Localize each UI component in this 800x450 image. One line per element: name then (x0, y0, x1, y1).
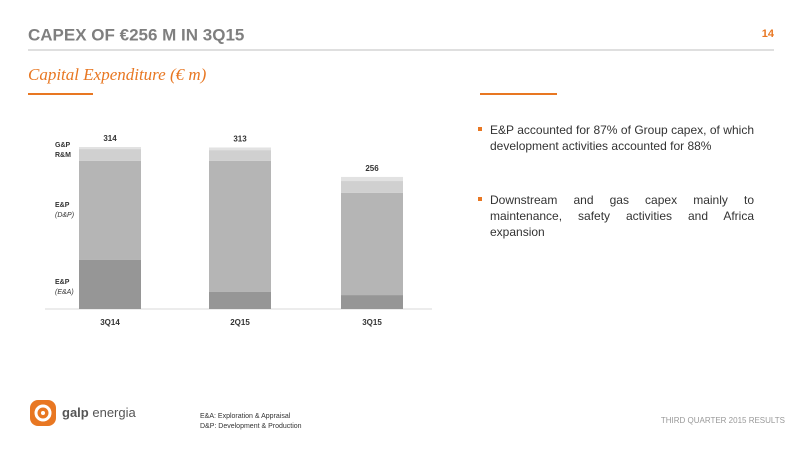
bar-segment (79, 259, 141, 309)
bar-segment (341, 295, 403, 309)
bar-segment (341, 192, 403, 296)
legend-label: G&P (55, 142, 71, 149)
total-label: 314 (103, 134, 117, 143)
bullet: Downstream and gas capex mainly to maint… (478, 192, 754, 240)
brand-name: energia (92, 405, 136, 420)
bar-segment (341, 176, 403, 182)
page-number: 14 (762, 28, 775, 40)
bar-segment (79, 149, 141, 161)
bar-segment (209, 150, 271, 161)
brand: galp energia (62, 405, 136, 420)
total-label: 313 (233, 135, 247, 144)
bar-segment (79, 147, 141, 150)
brand-bold: galp (62, 405, 89, 420)
bar-segment (79, 160, 141, 260)
bar-segment (209, 291, 271, 309)
bar-segment (209, 147, 271, 151)
footnote: E&A: Exploration & Appraisal (200, 413, 291, 420)
legend-label: E&P (55, 279, 70, 286)
legend-label: R&M (55, 152, 71, 159)
logo (30, 400, 56, 426)
x-tick-label: 3Q15 (362, 318, 382, 327)
bar-segment (341, 181, 403, 193)
bullet: E&P accounted for 87% of Group capex, of… (478, 122, 754, 154)
legend-detail: (D&P) (55, 212, 74, 219)
legend-detail: (E&A) (55, 289, 74, 296)
chart-title: Capital Expenditure (€ m) (28, 65, 207, 84)
footnote: D&P: Development & Production (200, 423, 302, 430)
legend-label: E&P (55, 202, 70, 209)
total-label: 256 (365, 164, 379, 173)
x-tick-label: 2Q15 (230, 318, 250, 327)
x-tick-label: 3Q14 (100, 318, 120, 327)
bullets: E&P accounted for 87% of Group capex, of… (478, 122, 754, 278)
footer-right: THIRD QUARTER 2015 RESULTS (661, 416, 785, 425)
bar-segment (209, 160, 271, 292)
slide-title: CAPEX OF €256 M IN 3Q15 (28, 25, 244, 44)
